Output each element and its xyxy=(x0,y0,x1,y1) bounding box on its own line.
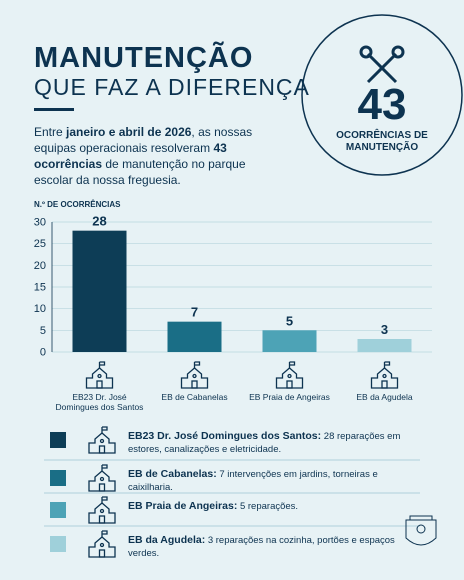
school-icon xyxy=(88,496,116,524)
badge xyxy=(301,14,463,176)
legend-name: EB de Cabanelas: xyxy=(128,468,217,480)
y-axis-label: N.º DE OCORRÊNCIAS xyxy=(34,200,121,209)
bar xyxy=(167,321,222,352)
intro-bold: 43 ocorrências xyxy=(34,141,227,171)
school-icon xyxy=(88,464,116,492)
highlight-value: 43 xyxy=(357,80,407,129)
school-icon xyxy=(88,464,116,492)
intro-text: Entre xyxy=(34,125,67,139)
legend-text: 3 reparações na cozinha, portões e espaç… xyxy=(128,535,395,559)
y-tick-label: 0 xyxy=(40,347,46,359)
school-icon xyxy=(88,426,116,454)
data-label: 28 xyxy=(92,214,106,229)
x-tick-label: EB de Cabanelas xyxy=(161,392,228,402)
legend-item: EB Praia de Angeiras: 5 reparações. xyxy=(128,500,418,513)
legend-text: 5 reparações. xyxy=(239,501,299,512)
x-tick-label: EB23 Dr. José Domingues dos Santos xyxy=(55,392,144,412)
legend-shapes xyxy=(44,459,437,546)
intro: Entre janeiro e abril de 2026, as nossas… xyxy=(34,124,274,188)
bar xyxy=(357,339,412,352)
title: MANUTENÇÃO xyxy=(34,42,254,74)
legend-name: EB23 Dr. José Domingues dos Santos: xyxy=(128,430,322,442)
legend-text: 7 intervenções em jardins, torneiras e c… xyxy=(128,469,378,493)
data-label: 3 xyxy=(381,322,388,337)
legend-text: 28 reparações em estores, canalizações e… xyxy=(128,431,401,455)
school-icon xyxy=(180,361,209,389)
y-tick-label: 10 xyxy=(34,303,46,315)
legend-item: EB da Agudela: 3 reparações na cozinha, … xyxy=(128,534,418,560)
school-icon xyxy=(85,361,114,389)
legend-swatch xyxy=(50,432,66,448)
intro-text: de manutenção no parque escolar da nossa… xyxy=(34,157,246,187)
y-tick-label: 5 xyxy=(40,325,46,337)
legend-swatch xyxy=(50,470,66,486)
school-icon xyxy=(275,361,304,389)
y-tick-label: 15 xyxy=(34,282,46,294)
legend-swatch xyxy=(50,502,66,518)
y-tick-label: 25 xyxy=(34,238,46,250)
legend-name: EB da Agudela: xyxy=(128,534,206,546)
y-tick-label: 20 xyxy=(34,260,46,272)
subtitle: QUE FAZ A DIFERENÇA xyxy=(34,74,310,100)
intro-text: , as nossas equipas operacionais resolve… xyxy=(34,125,253,155)
x-tick-label: EB da Agudela xyxy=(356,392,413,402)
legend-item: EB23 Dr. José Domingues dos Santos: 28 r… xyxy=(128,430,418,456)
legend-item: EB de Cabanelas: 7 intervenções em jardi… xyxy=(128,468,418,494)
school-icon xyxy=(88,496,116,524)
school-icon xyxy=(88,530,116,558)
bar xyxy=(262,330,317,352)
y-tick-label: 30 xyxy=(34,217,46,229)
data-label: 7 xyxy=(191,305,198,320)
school-icon xyxy=(88,426,116,454)
school-icon xyxy=(370,361,399,389)
rule xyxy=(34,108,74,111)
highlight-label: OCORRÊNCIAS DE MANUTENÇÃO xyxy=(336,130,428,153)
chart: 0 5 10 15 20 25 30 28 7 5 3 xyxy=(34,214,432,389)
school-icon xyxy=(88,530,116,558)
bar xyxy=(72,230,127,352)
x-tick-label: EB Praia de Angeiras xyxy=(249,392,330,402)
data-label: 5 xyxy=(286,313,293,328)
intro-bold: janeiro e abril de 2026 xyxy=(66,125,192,139)
legend-swatch xyxy=(50,536,66,552)
legend-name: EB Praia de Angeiras: xyxy=(128,500,238,512)
